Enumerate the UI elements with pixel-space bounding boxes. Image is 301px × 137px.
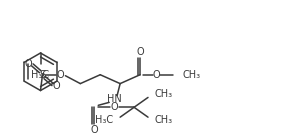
Text: O: O <box>152 70 160 80</box>
Text: H₃C: H₃C <box>95 115 113 125</box>
Text: H₃C: H₃C <box>31 70 50 80</box>
Text: HN: HN <box>107 94 122 104</box>
Text: O: O <box>57 70 64 80</box>
Text: CH₃: CH₃ <box>183 70 201 80</box>
Text: S: S <box>39 70 46 80</box>
Text: O: O <box>53 81 60 91</box>
Text: O: O <box>110 102 118 112</box>
Text: O: O <box>25 59 33 69</box>
Text: O: O <box>90 125 98 135</box>
Text: CH₃: CH₃ <box>155 115 173 125</box>
Text: O: O <box>136 47 144 57</box>
Text: CH₃: CH₃ <box>155 89 173 99</box>
